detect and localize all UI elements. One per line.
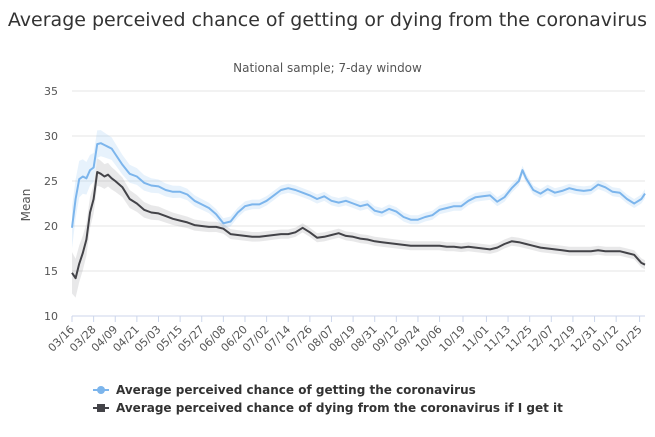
series-band-1 <box>72 158 645 298</box>
series-line-1[interactable] <box>71 171 646 280</box>
series-lines <box>71 142 646 280</box>
legend-label-getting: Average perceived chance of getting the … <box>116 383 476 397</box>
legend-label-dying: Average perceived chance of dying from t… <box>116 401 563 415</box>
chart-title: Average perceived chance of getting or d… <box>7 9 648 31</box>
y-tick-label: 15 <box>44 265 58 278</box>
y-tick-label: 25 <box>44 175 58 188</box>
confidence-bands <box>72 130 645 298</box>
y-tick-label: 10 <box>44 310 58 323</box>
series-line-0[interactable] <box>71 142 646 228</box>
y-tick-label: 35 <box>44 85 58 98</box>
legend-item-getting[interactable]: Average perceived chance of getting the … <box>93 383 476 397</box>
legend: Average perceived chance of getting the … <box>93 383 563 415</box>
y-tick-label: 30 <box>44 130 58 143</box>
axes: 10152025303503/1603/2804/0904/2105/0305/… <box>44 85 645 355</box>
legend-marker-getting <box>97 386 105 394</box>
legend-item-dying[interactable]: Average perceived chance of dying from t… <box>93 401 563 415</box>
legend-marker-dying <box>97 404 105 412</box>
y-tick-label: 20 <box>44 220 58 233</box>
series-band-0 <box>72 130 645 249</box>
y-axis-title: Mean <box>19 189 33 222</box>
chart-subtitle: National sample; 7-day window <box>233 61 422 75</box>
x-tick-label: 01/25 <box>613 323 645 355</box>
